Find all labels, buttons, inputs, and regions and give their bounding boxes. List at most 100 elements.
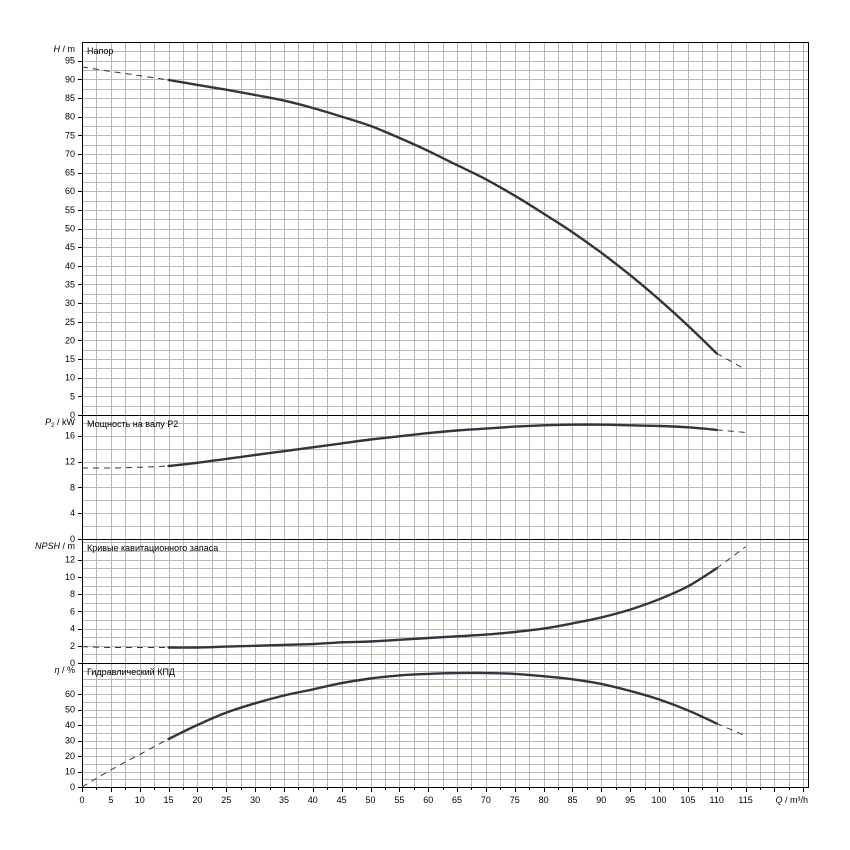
panel-npsh-vertical-grid [96, 539, 804, 663]
y-tick-label: 20 [65, 335, 75, 345]
y-tick-label: 90 [65, 74, 75, 84]
y-axis-label: H / m [54, 44, 76, 54]
x-axis-label-unit: / m³/h [782, 795, 808, 805]
panel-efficiency-title: Гидравлический КПД [87, 667, 175, 677]
y-tick-label: 50 [65, 705, 75, 715]
y-axis-label-unit: / m [60, 541, 75, 551]
y-tick-label: 8 [70, 482, 75, 492]
y-tick-label: 15 [65, 354, 75, 364]
x-tick-label: 0 [79, 795, 84, 805]
y-tick-label: 45 [65, 242, 75, 252]
x-axis-label-variable: Q [775, 795, 782, 805]
panel-head-series-curve-0 [167, 78, 718, 355]
y-tick-label: 80 [65, 112, 75, 122]
panel-efficiency-series-extrapolation-2 [716, 723, 746, 737]
panel-efficiency-frame [82, 663, 809, 788]
x-axis-label: Q / m³/h [775, 795, 808, 805]
x-tick-label: 40 [308, 795, 318, 805]
y-tick-label: 12 [65, 555, 75, 565]
panel-npsh-title: Кривые кавитационного запаса [87, 543, 218, 553]
x-tick-label: 75 [510, 795, 520, 805]
panel-power-series-curve-0 [167, 423, 718, 468]
x-tick-label: 115 [738, 795, 752, 805]
y-axis-label-variable: P [45, 417, 51, 427]
y-tick-label: 30 [65, 736, 75, 746]
panel-head-title: Напор [87, 46, 113, 56]
panel-power-series-extrapolation-1 [81, 465, 169, 469]
panel-power-title: Мощность на валу P2 [87, 419, 178, 429]
y-tick-label: 12 [65, 457, 75, 467]
y-tick-label: 75 [65, 130, 75, 140]
panel-head-series-extrapolation-1 [81, 66, 169, 81]
panel-head-horizontal-grid [82, 51, 808, 407]
panel-power-horizontal-grid [82, 423, 808, 527]
panel-efficiency-horizontal-grid [82, 671, 808, 780]
y-tick-label: 10 [65, 373, 75, 383]
panel-npsh-series-extrapolation-2 [716, 546, 746, 569]
panel-power-frame [82, 415, 809, 540]
y-tick-label: 20 [65, 751, 75, 761]
x-tick-label: 35 [279, 795, 289, 805]
x-tick-label: 105 [680, 795, 695, 805]
y-tick-label: 16 [65, 431, 75, 441]
panel-head-series-extrapolation-2 [716, 353, 746, 370]
y-axis-label-unit: / kW [55, 417, 76, 427]
y-tick-label: 5 [70, 391, 75, 401]
panel-npsh: 0 2 4 6 8 10 12 NPSH / m Кривые кавитационного з… [35, 539, 809, 668]
x-tick-label: 60 [423, 795, 433, 805]
y-axis-label: P2 / kW [45, 417, 75, 429]
y-axis-label-variable: H [54, 44, 61, 54]
x-tick-label: 10 [135, 795, 145, 805]
x-tick-label: 50 [365, 795, 375, 805]
x-tick-label: 30 [250, 795, 260, 805]
y-tick-label: 40 [65, 261, 75, 271]
x-tick-label: 85 [567, 795, 577, 805]
x-tick-label: 65 [452, 795, 462, 805]
y-tick-label: 10 [65, 767, 75, 777]
y-tick-label: 0 [70, 658, 75, 668]
y-tick-label: 60 [65, 186, 75, 196]
y-tick-label: 0 [70, 410, 75, 420]
y-tick-label: 25 [65, 317, 75, 327]
y-tick-label: 55 [65, 205, 75, 215]
y-tick-label: 4 [70, 508, 75, 518]
y-tick-label: 60 [65, 689, 75, 699]
x-tick-label: 95 [625, 795, 635, 805]
y-axis-label: NPSH / m [35, 541, 75, 551]
y-tick-label: 95 [65, 56, 75, 66]
panel-head-vertical-grid [96, 42, 804, 415]
y-axis-label-variable: NPSH [35, 541, 61, 551]
y-tick-label: 0 [70, 782, 75, 792]
x-tick-label: 5 [108, 795, 113, 805]
y-tick-label: 4 [70, 624, 75, 634]
x-tick-label: 55 [394, 795, 404, 805]
y-axis-label-subscript: 2 [51, 423, 55, 429]
y-axis-label-unit: / m [60, 44, 75, 54]
y-tick-label: 85 [65, 93, 75, 103]
panel-npsh-series-extrapolation-1 [81, 646, 169, 649]
panel-power: 0 4 8 12 16 P2 / kW Мощность на валу P2 [45, 415, 809, 544]
x-tick-label: 110 [710, 795, 724, 805]
x-tick-label: 45 [337, 795, 347, 805]
y-tick-label: 10 [65, 572, 75, 582]
y-tick-label: 0 [70, 534, 75, 544]
panel-efficiency: 0 10 20 30 40 50 60 η / % Гидравлический КПД [54, 663, 809, 792]
panel-power-vertical-grid [96, 415, 804, 539]
panel-power-series-extrapolation-2 [716, 429, 746, 433]
x-axis: 0 5 10 15 20 25 30 35 40 45 50 55 60 65 70 75 80 85 90 95 10… [79, 787, 808, 805]
y-tick-label: 50 [65, 224, 75, 234]
panel-npsh-series-curve-0 [167, 567, 718, 649]
y-tick-label: 6 [70, 606, 75, 616]
panel-npsh-frame [82, 539, 809, 664]
x-tick-label: 90 [596, 795, 606, 805]
y-axis-label: η / % [54, 665, 75, 675]
y-tick-label: 65 [65, 168, 75, 178]
y-tick-label: 40 [65, 720, 75, 730]
x-tick-label: 25 [221, 795, 231, 805]
x-tick-label: 70 [481, 795, 491, 805]
y-tick-label: 2 [70, 641, 75, 651]
x-tick-label: 15 [164, 795, 174, 805]
x-tick-label: 80 [539, 795, 549, 805]
x-tick-label: 100 [651, 795, 666, 805]
